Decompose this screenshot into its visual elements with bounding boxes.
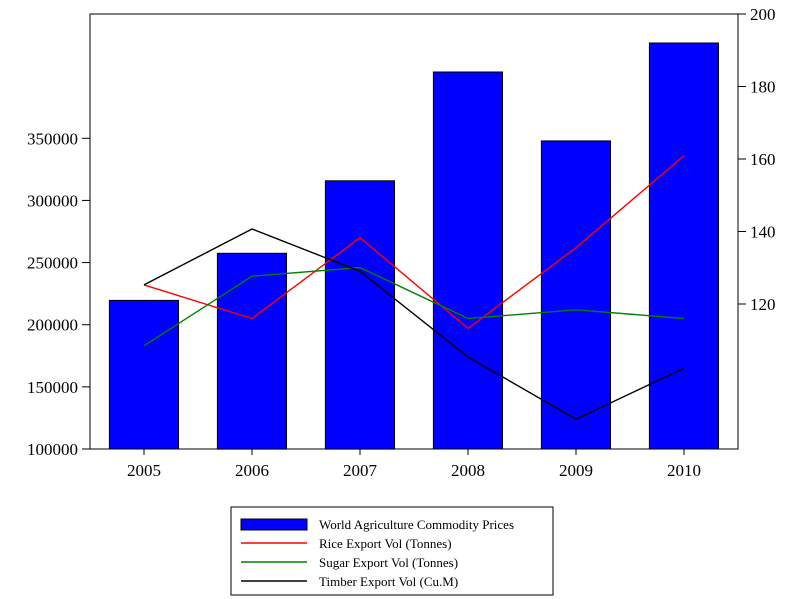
x-tick-label: 2006	[235, 461, 269, 480]
legend-swatch-bar	[240, 518, 308, 531]
bar-2007	[324, 180, 395, 450]
bar-2009	[540, 140, 612, 450]
legend-label: Sugar Export Vol (Tonnes)	[319, 555, 458, 570]
legend-label: Rice Export Vol (Tonnes)	[319, 536, 452, 551]
bar-2008	[432, 71, 503, 450]
bar-series-group	[108, 42, 720, 450]
line-series-1	[143, 155, 685, 330]
x-tick-label: 2007	[343, 461, 378, 480]
bar-2010	[648, 42, 720, 450]
left-tick-label: 100000	[27, 440, 78, 459]
x-tick-label: 2008	[451, 461, 485, 480]
x-tick-label: 2010	[667, 461, 701, 480]
x-tick-label: 2005	[127, 461, 161, 480]
left-tick-label: 250000	[27, 254, 78, 273]
right-tick-label: 140	[750, 223, 776, 242]
bar-2006	[216, 252, 287, 450]
line-series-group	[143, 155, 685, 420]
legend-label: Timber Export Vol (Cu.M)	[319, 574, 458, 589]
legend: World Agriculture Commodity Prices Rice E…	[230, 506, 554, 596]
left-tick-label: 350000	[27, 129, 78, 148]
line-series-2	[143, 266, 685, 347]
x-axis: 2005 2006 2007 2008 2009 2010	[127, 449, 701, 480]
right-tick-label: 200	[750, 5, 776, 24]
right-tick-label: 160	[750, 150, 776, 169]
left-y-axis: 100000 150000 200000 250000 300000 350000	[27, 129, 90, 459]
right-tick-label: 120	[750, 295, 776, 314]
left-tick-label: 200000	[27, 316, 78, 335]
plot-frame	[89, 13, 739, 450]
legend-label: World Agriculture Commodity Prices	[319, 517, 514, 532]
left-tick-label: 150000	[27, 378, 78, 397]
right-y-axis: 120 140 160 180 200	[738, 5, 776, 314]
line-series-3	[143, 228, 685, 420]
left-tick-label: 300000	[27, 191, 78, 210]
bar-2005	[108, 299, 179, 450]
right-tick-label: 180	[750, 78, 776, 97]
x-tick-label: 2009	[559, 461, 593, 480]
